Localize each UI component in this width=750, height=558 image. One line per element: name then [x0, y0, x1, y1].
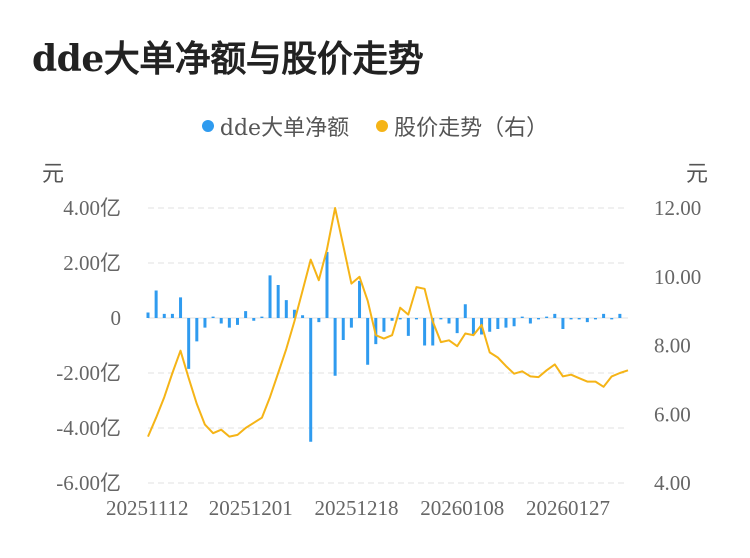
legend-dot-price [376, 120, 389, 132]
legend-label-dde: dde大单净额 [219, 116, 350, 141]
dde-bar [211, 316, 215, 318]
dde-bar [528, 318, 532, 324]
left-tick-label: 4.00亿 [63, 196, 121, 220]
left-tick-label: -2.00亿 [56, 361, 121, 385]
legend-item-price[interactable]: 股价走势（右） [376, 110, 548, 142]
page-title: dde大单净额与股价走势 [32, 38, 424, 80]
dde-bar [390, 318, 394, 321]
x-tick-label: 20251218 [315, 496, 399, 520]
dde-bar [252, 318, 256, 321]
dde-bar [179, 297, 183, 318]
dde-bar [317, 318, 321, 323]
x-tick-label: 20260127 [526, 496, 610, 520]
dde-bar [488, 318, 492, 332]
dde-bar [553, 313, 557, 318]
dde-bar [455, 318, 459, 334]
chart-legend: dde大单净额 股价走势（右） [0, 110, 750, 142]
left-tick-label: -6.00亿 [56, 471, 121, 495]
dde-bar [463, 304, 467, 318]
dde-bar [227, 318, 231, 328]
x-tick-label: 20251201 [209, 496, 293, 520]
legend-label-price: 股价走势（右） [394, 116, 549, 141]
dde-bar [520, 316, 524, 318]
left-axis-unit: 元 [42, 162, 65, 187]
dde-bar [471, 318, 475, 335]
dde-bar [414, 318, 418, 320]
dde-bar [537, 318, 541, 320]
dde-bar [325, 252, 329, 318]
right-tick-label: 12.00 [654, 196, 701, 220]
right-tick-label: 6.00 [654, 402, 691, 426]
dde-bar [162, 313, 166, 318]
dde-bar [187, 318, 191, 369]
dde-bar [406, 318, 410, 336]
dde-bar [561, 318, 565, 329]
dde-bar [439, 318, 443, 320]
dde-bar [602, 313, 606, 318]
dde-bar [512, 318, 516, 327]
dde-bar [545, 316, 549, 318]
dde-bar [496, 318, 500, 329]
dde-bar [292, 309, 296, 318]
dde-bar [333, 318, 337, 376]
dde-bar [431, 318, 435, 346]
right-axis-unit: 元 [685, 162, 708, 187]
dde-bar [382, 318, 386, 332]
dde-bar [447, 318, 451, 324]
right-tick-label: 10.00 [654, 265, 701, 289]
dde-bar [170, 313, 174, 318]
dde-bar [349, 318, 353, 328]
dde-bar [610, 318, 614, 320]
dde-bar [154, 290, 158, 318]
dde-bar [260, 316, 264, 318]
dde-bar [618, 313, 622, 318]
dde-bar [585, 318, 589, 323]
dde-bar [358, 280, 362, 318]
legend-dot-dde [201, 120, 214, 132]
dde-bar [398, 318, 402, 320]
left-tick-label: 2.00亿 [63, 251, 121, 275]
dde-bar [341, 318, 345, 340]
dde-bar [504, 318, 508, 328]
right-tick-label: 8.00 [654, 334, 691, 358]
dde-bar [309, 318, 313, 442]
dde-bar [366, 318, 370, 365]
dde-bar [244, 311, 248, 318]
dde-bar [195, 318, 199, 342]
dde-bar [268, 275, 272, 318]
x-tick-label: 20260108 [420, 496, 504, 520]
right-tick-label: 4.00 [654, 471, 691, 495]
dde-bar [423, 318, 427, 346]
dde-bar [203, 318, 207, 328]
dde-bar [569, 318, 573, 320]
legend-item-dde[interactable]: dde大单净额 [201, 110, 350, 142]
price-line [147, 207, 629, 438]
dde-bar [593, 318, 597, 320]
x-tick-label: 20251112 [106, 496, 188, 520]
left-tick-label: -4.00亿 [56, 416, 121, 440]
dde-bar [219, 318, 223, 324]
dde-bar [301, 315, 305, 318]
dde-bar [276, 285, 280, 318]
dde-bar [235, 318, 239, 325]
dde-bar [284, 300, 288, 318]
left-tick-label: 0 [111, 306, 122, 330]
dde-bar [577, 318, 581, 320]
dde-bar [146, 312, 150, 318]
